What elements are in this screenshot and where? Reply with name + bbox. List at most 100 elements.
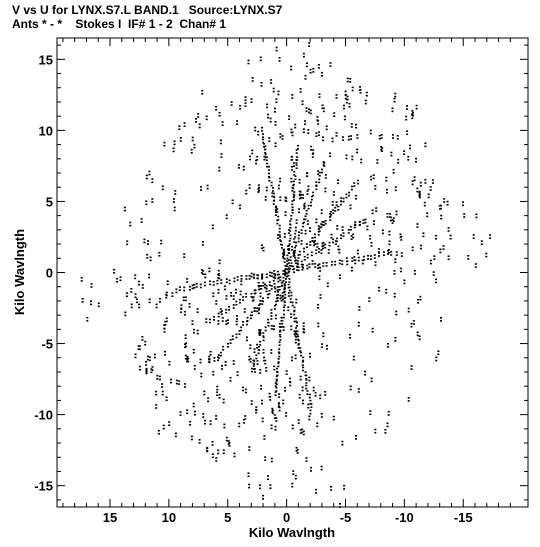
uv-point: [358, 309, 361, 311]
uv-point: [317, 64, 320, 66]
uv-point: [145, 203, 148, 206]
uv-point: [272, 90, 275, 93]
uv-point: [273, 276, 276, 278]
uv-point: [278, 285, 281, 288]
uv-point: [288, 380, 291, 383]
uv-point: [329, 62, 332, 64]
uv-point: [322, 139, 324, 142]
uv-point: [262, 249, 265, 252]
uv-point: [275, 46, 278, 49]
uv-point: [273, 283, 276, 285]
uv-point: [331, 137, 334, 140]
uv-point: [97, 302, 100, 304]
uv-point: [412, 323, 415, 325]
uv-point: [287, 248, 289, 251]
uv-point: [227, 319, 229, 321]
uv-point: [161, 383, 164, 385]
uv-point: [277, 403, 280, 405]
uv-point: [113, 268, 116, 271]
uv-point: [205, 118, 208, 121]
uv-point: [334, 206, 337, 209]
uv-point: [245, 192, 248, 195]
uv-point: [342, 136, 344, 138]
uv-point: [251, 149, 254, 152]
uv-point: [209, 280, 211, 283]
uv-point: [288, 243, 291, 245]
uv-point: [306, 393, 309, 395]
uv-point: [303, 250, 305, 253]
uv-point: [318, 171, 321, 174]
uv-point: [269, 487, 272, 489]
uv-point: [352, 236, 355, 239]
uv-point: [263, 143, 265, 145]
uv-point: [264, 459, 267, 461]
uv-point: [275, 300, 278, 303]
uv-point: [302, 325, 305, 328]
uv-point: [290, 180, 293, 183]
uv-point: [290, 218, 293, 220]
uv-point: [297, 347, 300, 349]
uv-point: [304, 123, 306, 125]
uv-point: [183, 256, 186, 258]
uv-point: [290, 131, 293, 134]
uv-point: [298, 208, 300, 210]
uv-point: [202, 413, 205, 415]
uv-point: [306, 175, 308, 177]
uv-point: [374, 428, 377, 431]
uv-point: [278, 234, 281, 236]
uv-point: [334, 260, 337, 263]
uv-point: [296, 144, 299, 147]
uv-point: [295, 330, 297, 332]
uv-point: [225, 320, 228, 322]
uv-point: [215, 460, 218, 462]
uv-point: [200, 269, 203, 271]
uv-point: [259, 344, 262, 346]
uv-point: [303, 331, 306, 334]
y-tick-label: 15: [39, 52, 53, 67]
uv-point: [302, 359, 305, 362]
uv-point: [220, 310, 223, 312]
uv-point: [239, 298, 241, 301]
uv-point: [265, 290, 268, 293]
uv-point: [377, 251, 380, 253]
uv-point: [262, 281, 265, 284]
uv-point: [397, 158, 400, 161]
uv-point: [443, 201, 446, 203]
uv-point: [351, 86, 354, 89]
uv-point: [263, 435, 266, 437]
uv-point: [332, 238, 335, 241]
uv-point: [333, 115, 336, 117]
uv-point: [355, 198, 358, 200]
uv-point: [381, 147, 384, 149]
uv-point: [242, 168, 245, 171]
uv-point: [240, 326, 243, 329]
uv-point: [255, 408, 258, 411]
uv-point: [279, 239, 281, 241]
uv-point: [283, 297, 286, 300]
uv-point: [240, 329, 243, 332]
uv-point: [290, 313, 293, 315]
uv-point: [324, 394, 327, 396]
uv-point: [378, 289, 381, 292]
uv-point: [440, 320, 442, 322]
uv-point: [308, 263, 311, 265]
uv-point: [217, 449, 220, 452]
uv-point: [390, 151, 393, 154]
uv-point: [165, 399, 168, 402]
uv-point: [309, 409, 312, 412]
uv-point: [419, 244, 422, 247]
uv-point: [179, 414, 182, 416]
uv-point: [146, 355, 149, 358]
uv-point: [90, 283, 93, 285]
uv-point: [200, 372, 203, 375]
uv-point: [336, 228, 339, 230]
uv-point: [270, 424, 273, 427]
uv-point: [271, 409, 274, 411]
uv-point: [303, 259, 306, 261]
uv-point: [244, 99, 247, 101]
uv-point: [272, 325, 275, 327]
uv-point: [235, 303, 238, 306]
uv-point: [386, 213, 389, 215]
uv-point: [318, 178, 321, 181]
uv-point: [242, 321, 244, 323]
